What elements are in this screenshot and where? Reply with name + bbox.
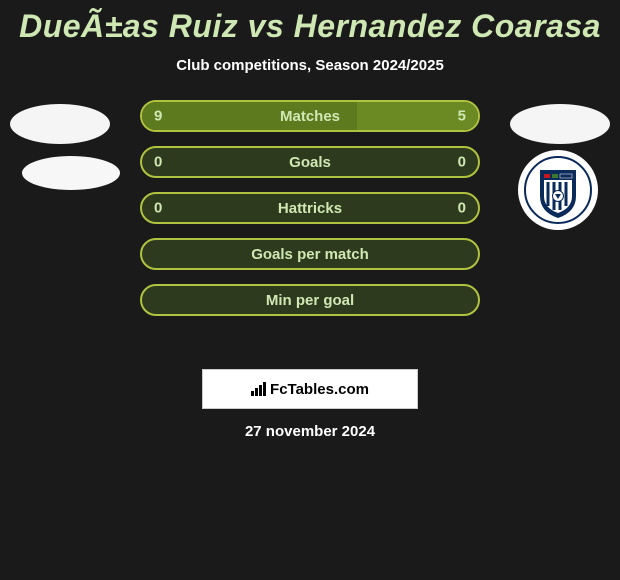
huesca-crest-icon [524, 156, 592, 224]
stat-label: Matches [280, 108, 340, 125]
stat-row: Goals per match [140, 238, 480, 270]
stat-value-left: 0 [154, 200, 162, 217]
stat-value-left: 9 [154, 108, 162, 125]
left-club-badge [22, 156, 120, 190]
stat-label: Hattricks [278, 200, 342, 217]
left-player-avatar [10, 104, 110, 144]
fctables-logo: FcTables.com [251, 381, 369, 398]
fctables-attribution: FcTables.com [202, 369, 418, 409]
stat-value-left: 0 [154, 154, 162, 171]
fctables-bars-icon [251, 382, 266, 396]
stat-label: Min per goal [266, 292, 354, 309]
right-club-badge [518, 150, 598, 230]
page-title: DueÃ±as Ruiz vs Hernandez Coarasa [19, 8, 601, 45]
fctables-text: FcTables.com [270, 381, 369, 398]
stat-row: Min per goal [140, 284, 480, 316]
stats-list: 9 5 Matches 0 0 Goals 0 0 Hattricks Goals per mat… [140, 100, 480, 316]
date-label: 27 november 2024 [245, 423, 375, 440]
stat-value-right: 5 [458, 108, 466, 125]
right-player-avatar [510, 104, 610, 144]
content-area: 9 5 Matches 0 0 Goals 0 0 Hattricks Goals per mat… [0, 94, 620, 363]
stat-row: 9 5 Matches [140, 100, 480, 132]
comparison-card: DueÃ±as Ruiz vs Hernandez Coarasa Club c… [0, 0, 620, 440]
stat-label: Goals per match [251, 246, 369, 263]
stat-value-right: 0 [458, 154, 466, 171]
stat-value-right: 0 [458, 200, 466, 217]
subtitle: Club competitions, Season 2024/2025 [176, 57, 444, 74]
stat-row: 0 0 Goals [140, 146, 480, 178]
stat-label: Goals [289, 154, 331, 171]
stat-row: 0 0 Hattricks [140, 192, 480, 224]
